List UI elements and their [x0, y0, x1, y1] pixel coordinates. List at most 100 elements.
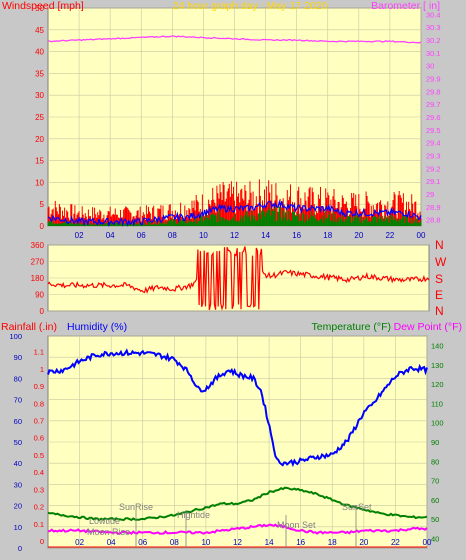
humidity-tick-40: 40: [14, 459, 22, 468]
barometer-tick-30.4: 30.4: [426, 10, 441, 19]
dewpoint-series: [47, 523, 428, 536]
lower-x-tick-0: 02: [75, 538, 84, 547]
barometer-tick-29.7: 29.7: [426, 100, 441, 109]
barometer-tick-28.8: 28.8: [426, 216, 441, 225]
windspeed-tick-0: 0: [40, 222, 45, 231]
rain-tick-8: 0.8: [34, 399, 44, 408]
sunset-annotation: SunSet: [342, 502, 372, 512]
humidity-tick-50: 50: [14, 438, 22, 447]
wind-x-tick-11: 00: [417, 231, 426, 240]
humidity-tick-70: 70: [14, 396, 22, 405]
moonrise-annotation: Moon Rise: [87, 527, 130, 537]
barometer-tick-29.3: 29.3: [426, 151, 441, 160]
hightide-annotation: Hightide: [177, 510, 210, 520]
humidity-tick-60: 60: [14, 417, 22, 426]
wind-x-tick-8: 18: [323, 231, 332, 240]
barometer-tick-30: 30: [426, 62, 434, 71]
wind-direction-series: [47, 246, 430, 311]
temperature-tick-90: 90: [431, 438, 439, 447]
direction-letter-n-bottom: N: [435, 304, 444, 318]
rain-tick-5: 0.5: [34, 451, 44, 460]
wind-x-tick-6: 14: [261, 231, 270, 240]
rain-tick-10: 1: [40, 365, 44, 374]
direction-tick-90: 90: [35, 291, 44, 300]
humidity-series: [47, 348, 428, 468]
direction-letter-e: E: [435, 288, 443, 302]
rain-tick-0: 0: [40, 537, 44, 546]
temperature-tick-120: 120: [431, 380, 444, 389]
wind-x-tick-4: 10: [199, 231, 208, 240]
direction-tick-180: 180: [31, 274, 45, 283]
barometer-tick-29.9: 29.9: [426, 75, 441, 84]
temperature-tick-70: 70: [431, 477, 439, 486]
barometer-tick-29.5: 29.5: [426, 126, 441, 135]
humidity-tick-0: 0: [18, 544, 22, 553]
direction-letter-w: W: [435, 255, 447, 269]
barometer-tick-30.2: 30.2: [426, 36, 441, 45]
windspeed-tick-50: 50: [35, 4, 44, 13]
wind-x-tick-2: 06: [137, 231, 146, 240]
wind-avg-series: [47, 199, 422, 228]
humidity-tick-10: 10: [14, 523, 22, 532]
barometer-tick-30.1: 30.1: [426, 49, 441, 58]
humidity-axis-label: Humidity (%): [67, 321, 127, 333]
windspeed-tick-10: 10: [35, 178, 44, 187]
wind-x-tick-0: 02: [75, 231, 84, 240]
barometer-axis-label: Barometer [ in]: [371, 0, 440, 12]
barometer-tick-29: 29: [426, 190, 434, 199]
temperature-tick-50: 50: [431, 515, 439, 524]
direction-tick-270: 270: [31, 258, 45, 267]
rain-tick-6: 0.6: [34, 434, 44, 443]
rain-tick-11: 1.1: [34, 348, 44, 357]
chart-marks: [47, 35, 430, 548]
barometer-tick-29.8: 29.8: [426, 87, 441, 96]
astro-annotations: Lowtide Moon Rise SunRise Hightide Moon …: [87, 502, 372, 548]
lower-x-tick-7: 16: [296, 538, 305, 547]
lowtide-annotation: Lowtide: [89, 516, 120, 526]
temperature-tick-130: 130: [431, 361, 444, 370]
direction-letter-n-top: N: [435, 238, 444, 252]
windspeed-tick-20: 20: [35, 135, 44, 144]
windspeed-tick-45: 45: [35, 26, 44, 35]
windspeed-axis-label: Windspeed [mph]: [2, 0, 84, 12]
direction-tick-360: 360: [31, 241, 45, 250]
moonset-annotation: Moon Set: [277, 520, 316, 530]
temperature-tick-40: 40: [431, 534, 439, 543]
temperature-series: [47, 486, 428, 522]
lower-x-tick-5: 12: [233, 538, 242, 547]
wind-low-series: [47, 206, 422, 226]
direction-tick-0: 0: [40, 307, 45, 316]
temperature-tick-60: 60: [431, 496, 439, 505]
temperature-tick-80: 80: [431, 457, 439, 466]
windspeed-tick-15: 15: [35, 157, 44, 166]
humidity-tick-30: 30: [14, 480, 22, 489]
windspeed-tick-40: 40: [35, 48, 44, 57]
rain-tick-2: 0.2: [34, 503, 44, 512]
barometer-tick-29.1: 29.1: [426, 177, 441, 186]
lower-x-tick-9: 20: [359, 538, 368, 547]
lower-x-tick-2: 06: [138, 538, 147, 547]
lower-x-tick-3: 08: [170, 538, 179, 547]
lower-x-tick-11: 00: [423, 538, 432, 547]
temperature-tick-110: 110: [431, 399, 443, 408]
wind-x-tick-7: 16: [292, 231, 301, 240]
barometer-tick-28.9: 28.9: [426, 203, 441, 212]
barometer-tick-29.2: 29.2: [426, 164, 441, 173]
lower-x-tick-4: 10: [201, 538, 210, 547]
rain-tick-1: 0.1: [34, 520, 44, 529]
humidity-tick-100: 100: [9, 332, 22, 341]
tick-labels: 0510152025303540455028.828.92929.129.229…: [9, 4, 443, 553]
humidity-tick-20: 20: [14, 502, 22, 511]
wind-x-tick-10: 22: [385, 231, 394, 240]
humidity-tick-90: 90: [14, 353, 22, 362]
rainfall-axis-label: Rainfall (.in): [1, 321, 57, 333]
dewpoint-axis-label: Dew Point (°F): [394, 321, 462, 333]
chart-title: 24 hour graph day : May 17 2020: [173, 0, 328, 12]
windspeed-tick-5: 5: [40, 200, 45, 209]
windspeed-tick-35: 35: [35, 69, 44, 78]
sunrise-annotation: SunRise: [119, 502, 153, 512]
rain-tick-7: 0.7: [34, 416, 44, 425]
wind-x-tick-1: 04: [106, 231, 115, 240]
